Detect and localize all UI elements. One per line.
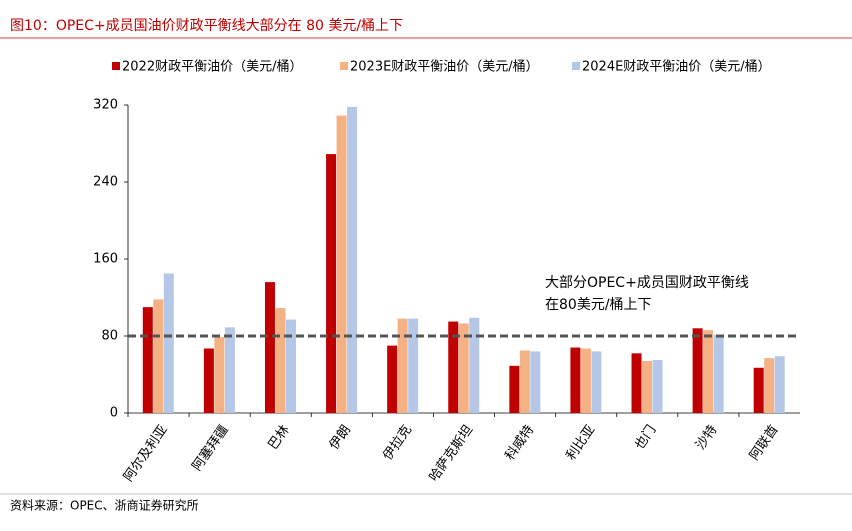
- y-tick-label: 160: [93, 252, 118, 267]
- x-tick-label: 伊朗: [327, 423, 354, 453]
- x-tick-label: 科威特: [503, 423, 538, 464]
- bar: [408, 318, 419, 413]
- bar: [203, 348, 214, 413]
- bar: [652, 360, 663, 413]
- x-tick-label: 沙特: [693, 423, 720, 453]
- bar: [326, 154, 337, 413]
- bar: [142, 307, 153, 413]
- y-tick-label: 80: [101, 329, 118, 344]
- bar: [703, 330, 714, 413]
- x-tick-label: 哈萨克斯坦: [427, 423, 477, 485]
- legend-label: 2022财政平衡油价（美元/桶）: [122, 60, 302, 75]
- bar: [580, 348, 591, 413]
- x-tick-label: 阿尔及利亚: [121, 423, 171, 485]
- bar: [264, 282, 275, 413]
- bar: [530, 351, 541, 413]
- bar: [570, 347, 581, 413]
- bar: [448, 321, 459, 413]
- bar: [519, 350, 530, 413]
- y-tick-label: 240: [93, 175, 118, 190]
- bar: [224, 327, 235, 413]
- bar: [275, 308, 286, 413]
- bar: [692, 328, 703, 413]
- legend-swatch: [112, 62, 120, 70]
- bar: [631, 353, 642, 413]
- bar: [397, 318, 408, 413]
- y-tick-label: 0: [110, 406, 118, 421]
- annotation: 在80美元/桶上下: [545, 297, 652, 313]
- bar: [509, 365, 520, 413]
- x-tick-label: 阿塞拜疆: [189, 422, 232, 474]
- bar: [753, 367, 764, 413]
- source: 资料来源：OPEC、浙商证券研究所: [10, 498, 199, 513]
- bar: [214, 336, 225, 413]
- bar: [774, 356, 785, 413]
- bar: [642, 361, 653, 413]
- legend-label: 2024E财政平衡油价（美元/桶）: [582, 60, 771, 75]
- bar: [458, 323, 469, 413]
- chart-title: 图10：OPEC+成员国油价财政平衡线大部分在 80 美元/桶上下: [10, 18, 403, 34]
- bar: [469, 317, 480, 413]
- legend-label: 2023E财政平衡油价（美元/桶）: [350, 60, 539, 75]
- legend-swatch: [572, 62, 580, 70]
- bar: [153, 299, 164, 413]
- x-tick-label: 阿联酋: [746, 422, 781, 463]
- bar: [347, 106, 358, 414]
- x-tick-label: 利比亚: [564, 423, 599, 464]
- x-tick-label: 也门: [632, 423, 659, 453]
- x-tick-label: 巴林: [266, 423, 293, 453]
- bar: [387, 345, 398, 413]
- bar: [285, 319, 296, 413]
- bar: [336, 115, 347, 414]
- x-tick-label: 伊拉克: [380, 423, 415, 464]
- y-tick-label: 320: [93, 98, 118, 113]
- bar: [591, 351, 602, 413]
- annotation: 大部分OPEC+成员国财政平衡线: [545, 275, 749, 291]
- bar: [764, 358, 775, 413]
- bar: [713, 335, 724, 413]
- bar: [163, 273, 174, 413]
- legend-swatch: [340, 62, 348, 70]
